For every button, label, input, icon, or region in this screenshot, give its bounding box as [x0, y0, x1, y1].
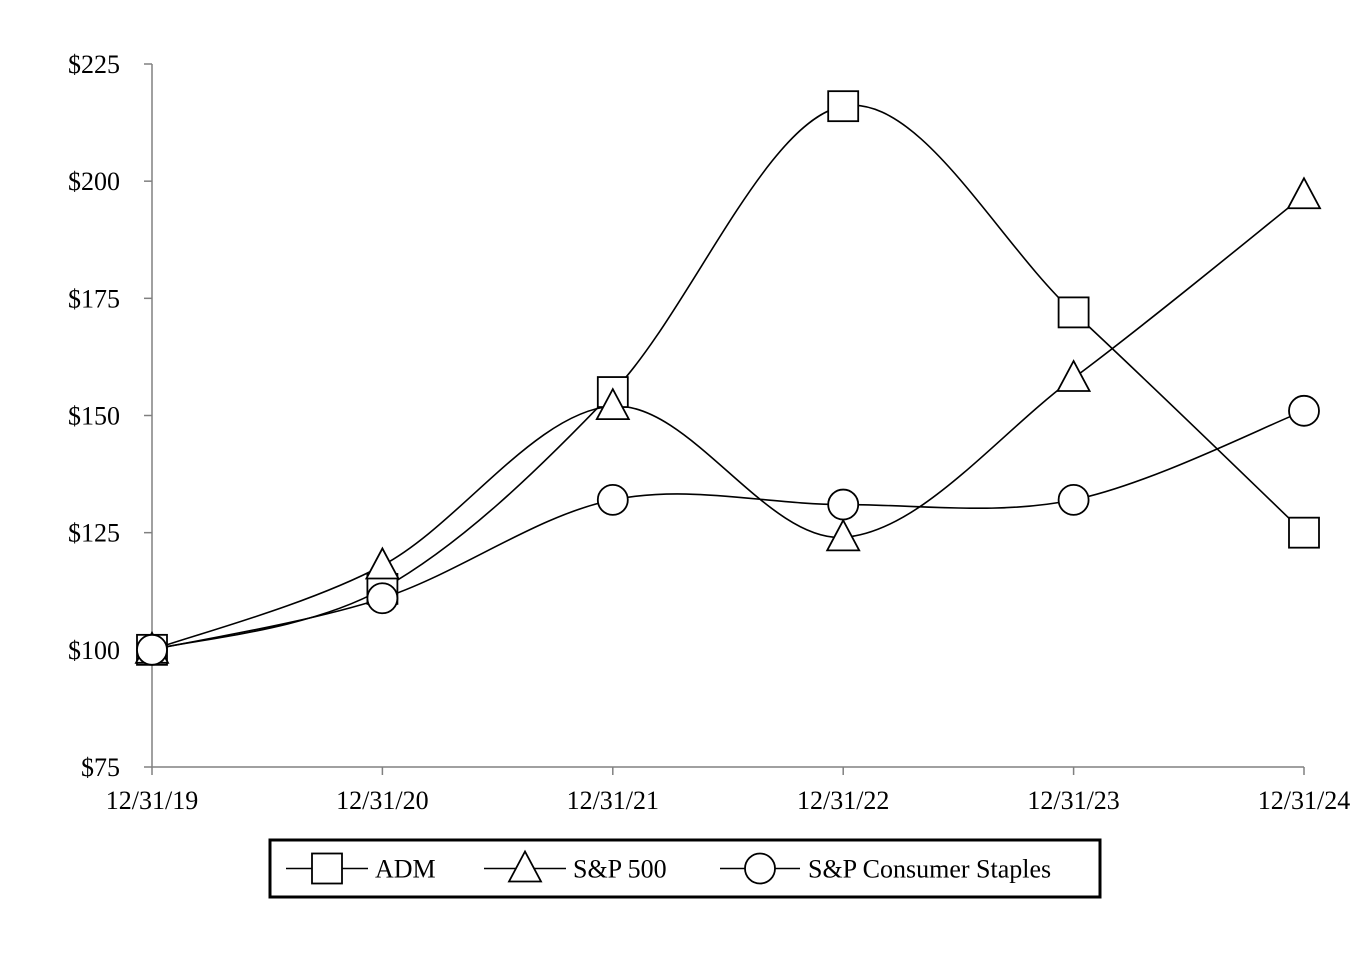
legend-label-adm: ADM [375, 855, 436, 884]
legend-label-s-p-500: S&P 500 [573, 855, 667, 884]
data-point-s-p-consumer-staples [827, 488, 860, 521]
data-point-s-p-500 [595, 387, 631, 421]
data-point-s-p-consumer-staples [1288, 394, 1320, 427]
legend-box [268, 838, 1102, 899]
y-tick-label: $125 [68, 519, 120, 548]
x-tick-label: 12/31/21 [567, 786, 659, 815]
data-point-s-p-500 [364, 546, 400, 580]
y-tick-label: $75 [81, 753, 120, 782]
x-tick-label: 12/31/20 [336, 786, 428, 815]
y-tick-label: $100 [68, 636, 120, 665]
data-point-s-p-consumer-staples [596, 483, 629, 516]
data-point-s-p-500 [825, 518, 861, 552]
series-line-adm [151, 104, 1305, 651]
data-point-adm [1057, 296, 1090, 329]
x-tick-label: 12/31/24 [1258, 786, 1350, 815]
legend-label-s-p-consumer-staples: S&P Consumer Staples [808, 855, 1051, 884]
x-tick-label: 12/31/23 [1027, 786, 1119, 815]
y-tick-label: $225 [68, 50, 120, 79]
legend-marker-adm [311, 852, 343, 885]
data-point-adm [827, 90, 860, 123]
legend: ADM S&P 500 S&P Consumer Staples [268, 838, 1102, 899]
series-line-s-p-consumer-staples [151, 410, 1305, 651]
x-tick-label: 12/31/22 [797, 786, 889, 815]
series-line-s-p-500 [151, 194, 1305, 651]
axes: $75 $100 $125 $150 $175 $200 $225 12/31/19 12/31… [68, 50, 1350, 815]
legend-marker-s-p-consumer-staples [744, 852, 776, 885]
y-tick-label: $175 [68, 284, 120, 313]
y-tick-label: $200 [68, 167, 120, 196]
series-lines [151, 104, 1305, 651]
data-point-s-p-500 [1056, 359, 1092, 392]
legend-marker-s-p-500 [507, 849, 543, 883]
y-tick-label: $150 [68, 402, 120, 431]
series-markers [134, 90, 1322, 666]
data-point-s-p-consumer-staples [366, 582, 399, 615]
data-point-s-p-consumer-staples [1057, 483, 1090, 516]
data-point-s-p-consumer-staples [136, 633, 168, 666]
data-point-adm [1288, 516, 1320, 549]
data-point-s-p-500 [1286, 176, 1322, 210]
x-tick-label: 12/31/19 [106, 786, 198, 815]
